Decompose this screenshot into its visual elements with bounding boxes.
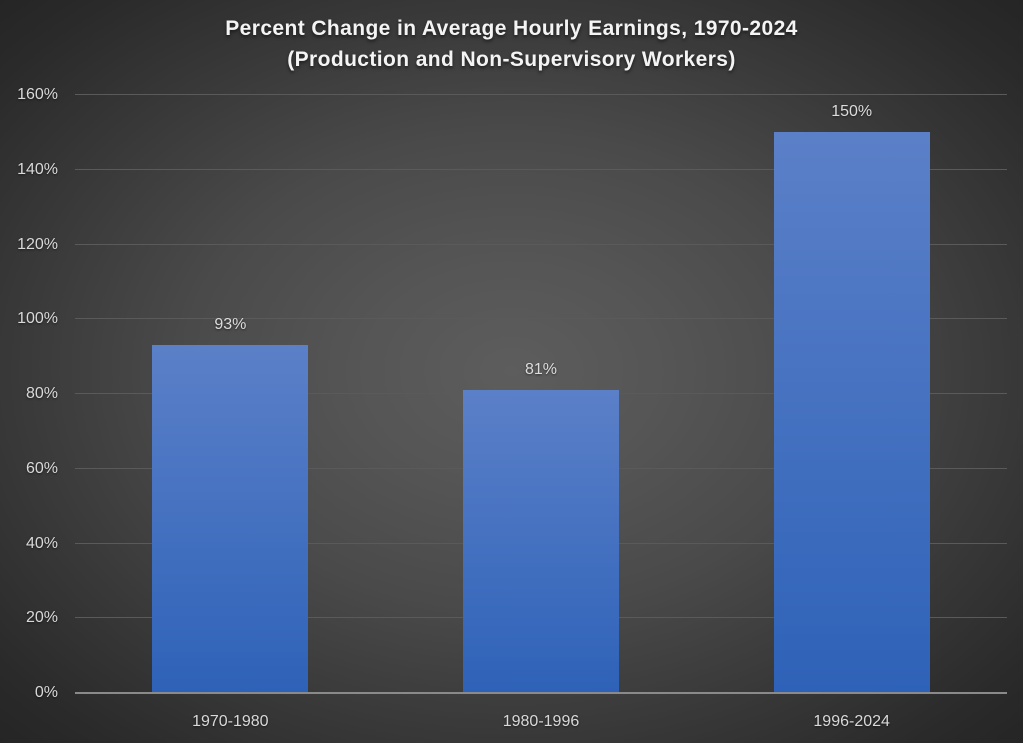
gridline (75, 168, 1007, 170)
y-axis-tick-label: 40% (25, 534, 58, 552)
bar-1996-2024 (773, 132, 930, 693)
plot-area: 0% 20% 40% 60% 80% 100% 120% 140% 160% 93% 1970-19… (17, 86, 1007, 730)
y-axis-tick-label: 0% (34, 684, 58, 701)
y-axis-tick-label: 60% (25, 459, 58, 477)
y-axis-tick-label: 100% (17, 310, 58, 328)
chart-title-line2: (Production and Non-Supervisory Workers) (287, 48, 736, 71)
x-axis-category-label: 1980-1996 (502, 713, 580, 730)
bar-data-label: 150% (831, 103, 873, 121)
y-axis-tick-label: 160% (17, 86, 58, 103)
chart-title-line1: Percent Change in Average Hourly Earning… (225, 17, 798, 40)
bar-1980-1996 (463, 390, 619, 693)
gridline (75, 94, 1007, 95)
y-axis-tick-label: 80% (25, 385, 58, 402)
bar-data-label: 93% (214, 316, 247, 334)
y-axis-tick-label: 140% (17, 160, 58, 178)
y-axis-tick-label: 20% (25, 609, 58, 627)
x-axis-category-label: 1970-1980 (192, 713, 269, 730)
chart-title: Percent Change in Average Hourly Earning… (0, 13, 1023, 75)
x-axis-baseline (75, 692, 1007, 694)
bar-1970-1980 (152, 345, 309, 693)
bar-data-label: 81% (524, 361, 558, 379)
y-axis-tick-label: 120% (17, 235, 58, 253)
x-axis-category-label: 1996-2024 (813, 713, 890, 730)
gridline (75, 318, 1007, 320)
gridline (75, 243, 1007, 245)
